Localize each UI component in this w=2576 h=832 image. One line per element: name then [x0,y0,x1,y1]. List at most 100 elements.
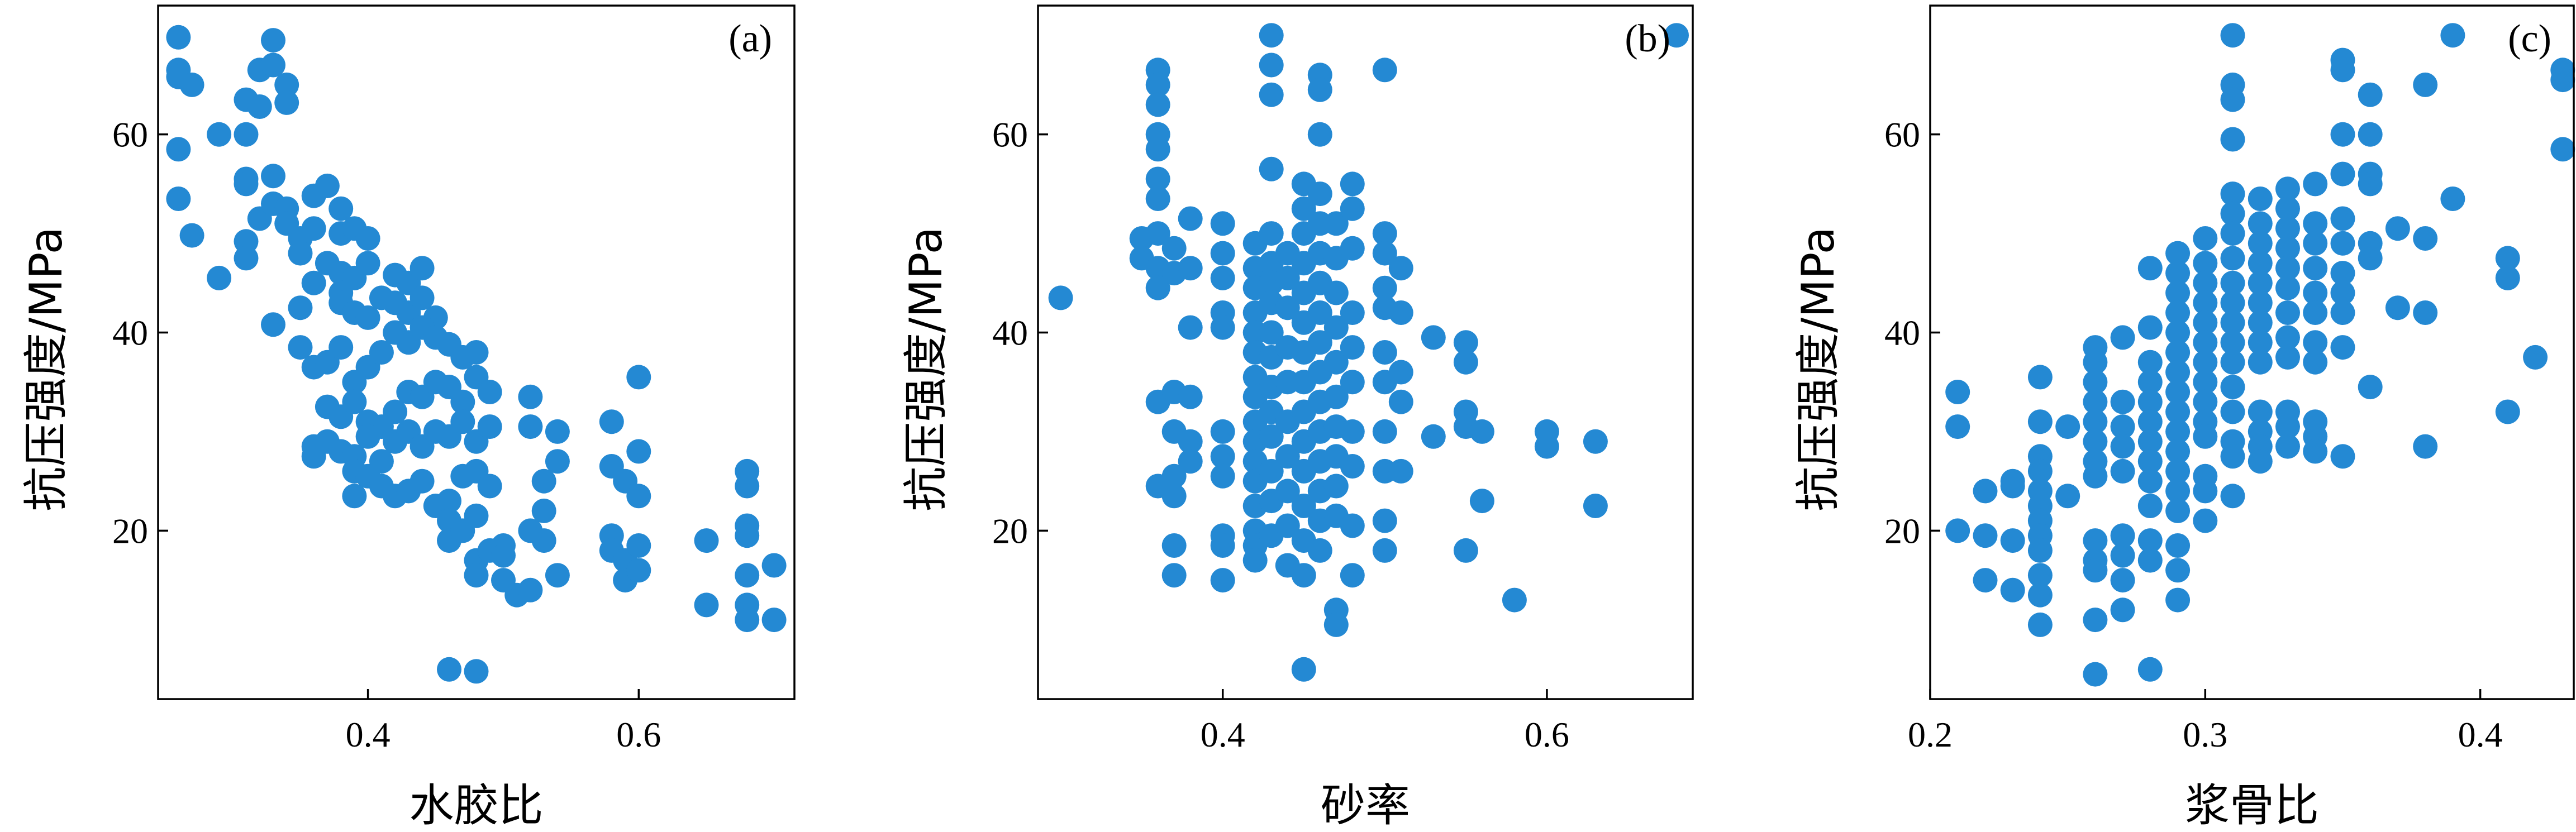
data-point [518,414,543,439]
data-point [2193,424,2218,449]
data-point [2110,523,2135,548]
data-point [234,122,259,147]
data-point [2165,380,2191,404]
x-axis-label: 砂率 [1321,780,1410,831]
data-point [2165,300,2191,325]
data-point [301,444,326,469]
data-point [1323,474,1349,499]
data-point [342,484,367,509]
data-point [2275,345,2300,370]
data-point [2000,577,2025,603]
data-point [1453,350,1478,375]
data-point [2440,23,2465,48]
data-point [735,523,760,548]
data-point [1372,58,1397,83]
data-point [301,216,326,241]
data-point [1210,444,1235,469]
data-point [2248,290,2273,315]
data-point [1534,434,1559,459]
data-point [2193,270,2218,295]
x-tick-label: 0.6 [1525,715,1569,754]
data-point [2495,246,2520,271]
data-point [2193,350,2218,375]
data-point [1388,389,1413,414]
data-point [1372,340,1397,365]
data-point [1372,538,1397,563]
data-point [1291,563,1316,588]
data-point [261,164,285,189]
data-point [1178,256,1203,281]
data-point [1340,335,1365,360]
data-point [2137,389,2163,414]
data-point [234,229,259,254]
data-point [464,503,489,528]
data-point [2110,434,2135,459]
data-point [342,389,367,414]
data-point [2083,463,2108,489]
data-point [2193,251,2218,276]
panel-label-b: (b) [1625,17,1670,60]
data-point [1161,236,1187,261]
data-point [2220,127,2245,152]
data-point [1388,256,1413,281]
data-point [1275,295,1300,321]
data-point [2000,528,2025,553]
data-point [2220,221,2245,246]
data-point [2083,389,2108,414]
x-tick-label: 0.6 [616,715,661,754]
data-point [2330,300,2355,325]
data-point [355,226,380,251]
data-point [2220,375,2245,400]
data-point [2220,444,2245,469]
data-point [2193,479,2218,504]
data-point [1161,484,1187,509]
data-point [1323,612,1349,637]
panel-c: 0.2 0.3 0.4 20 40 60 浆骨比 抗压强度/MPa (c) [1792,4,2575,831]
data-point [2110,568,2135,593]
data-point [2275,176,2300,202]
data-point [2303,280,2328,305]
data-point [2413,434,2438,459]
data-point [1210,241,1235,266]
data-point [1210,419,1235,444]
data-point [274,72,299,97]
data-point [2110,458,2135,484]
data-point [2330,122,2355,147]
data-point [1145,187,1170,211]
data-point [1291,494,1316,518]
data-point [2248,187,2273,211]
data-point [1161,533,1187,558]
data-point [1340,454,1365,479]
data-point [1145,72,1170,97]
y-tick-label: 60 [112,115,148,155]
y-tick-label: 40 [112,313,148,353]
data-point [2248,251,2273,276]
data-point [1372,275,1397,300]
data-point [464,659,489,684]
data-point [301,270,326,295]
data-point [531,528,556,553]
data-point [2330,231,2355,256]
data-point [464,563,489,588]
data-point [599,409,624,434]
data-point [369,340,394,365]
data-point [2165,320,2191,345]
data-point [761,608,787,633]
data-point [694,528,719,553]
data-point [2220,310,2245,335]
data-point [2385,295,2410,321]
data-point [1469,489,1494,514]
data-point [2165,533,2191,558]
data-point [1973,479,1998,504]
data-point [2413,300,2438,325]
x-tick-label: 0.4 [346,715,391,754]
data-point [247,94,272,119]
data-point [2275,414,2300,439]
plot-frame [157,4,796,700]
data-point [2165,261,2191,286]
data-point [1259,424,1284,449]
data-point [2413,226,2438,251]
data-point [2165,587,2191,613]
data-point [2385,216,2410,241]
